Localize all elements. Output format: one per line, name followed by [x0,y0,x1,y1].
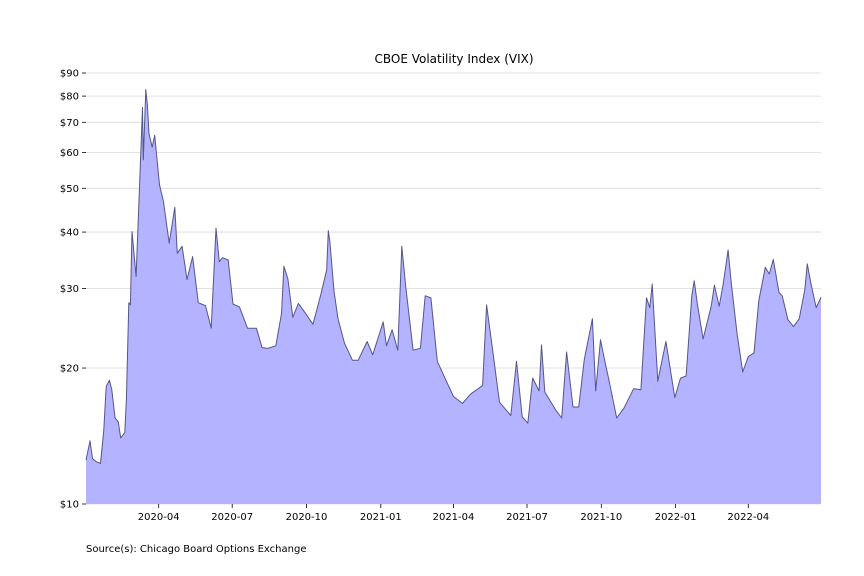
y-tick-label: $50 [60,184,79,195]
y-tick-label: $30 [60,284,79,295]
x-tick-label: 2020-04 [138,512,180,523]
x-tick-label: 2021-10 [580,512,622,523]
x-tick-label: 2022-01 [655,512,697,523]
y-tick-label: $60 [60,148,79,159]
vix-area-fill [86,89,821,504]
source-note: Source(s): Chicago Board Options Exchang… [86,544,307,555]
x-tick-label: 2021-01 [360,512,402,523]
x-tick-label: 2021-04 [433,512,475,523]
x-tick-label: 2021-07 [506,512,548,523]
x-tick-label: 2020-07 [211,512,253,523]
y-tick-label: $20 [60,364,79,375]
y-axis: $10 $20 $30 $40 $50 $60 $70 $80 $90 [60,69,86,511]
plot-area [85,89,822,504]
x-tick-label: 2020-10 [286,512,328,523]
chart-title: CBOE Volatility Index (VIX) [374,52,533,66]
vix-series-line [85,89,822,464]
y-tick-label: $70 [60,118,79,129]
y-tick-label: $90 [60,69,79,80]
x-axis: 2020-04 2020-07 2020-10 2021-01 2021-04 2021-… [138,504,769,523]
y-tick-label: $40 [60,228,79,239]
y-tick-label: $80 [60,92,79,103]
y-tick-label: $10 [60,500,79,511]
x-tick-label: 2022-04 [727,512,769,523]
